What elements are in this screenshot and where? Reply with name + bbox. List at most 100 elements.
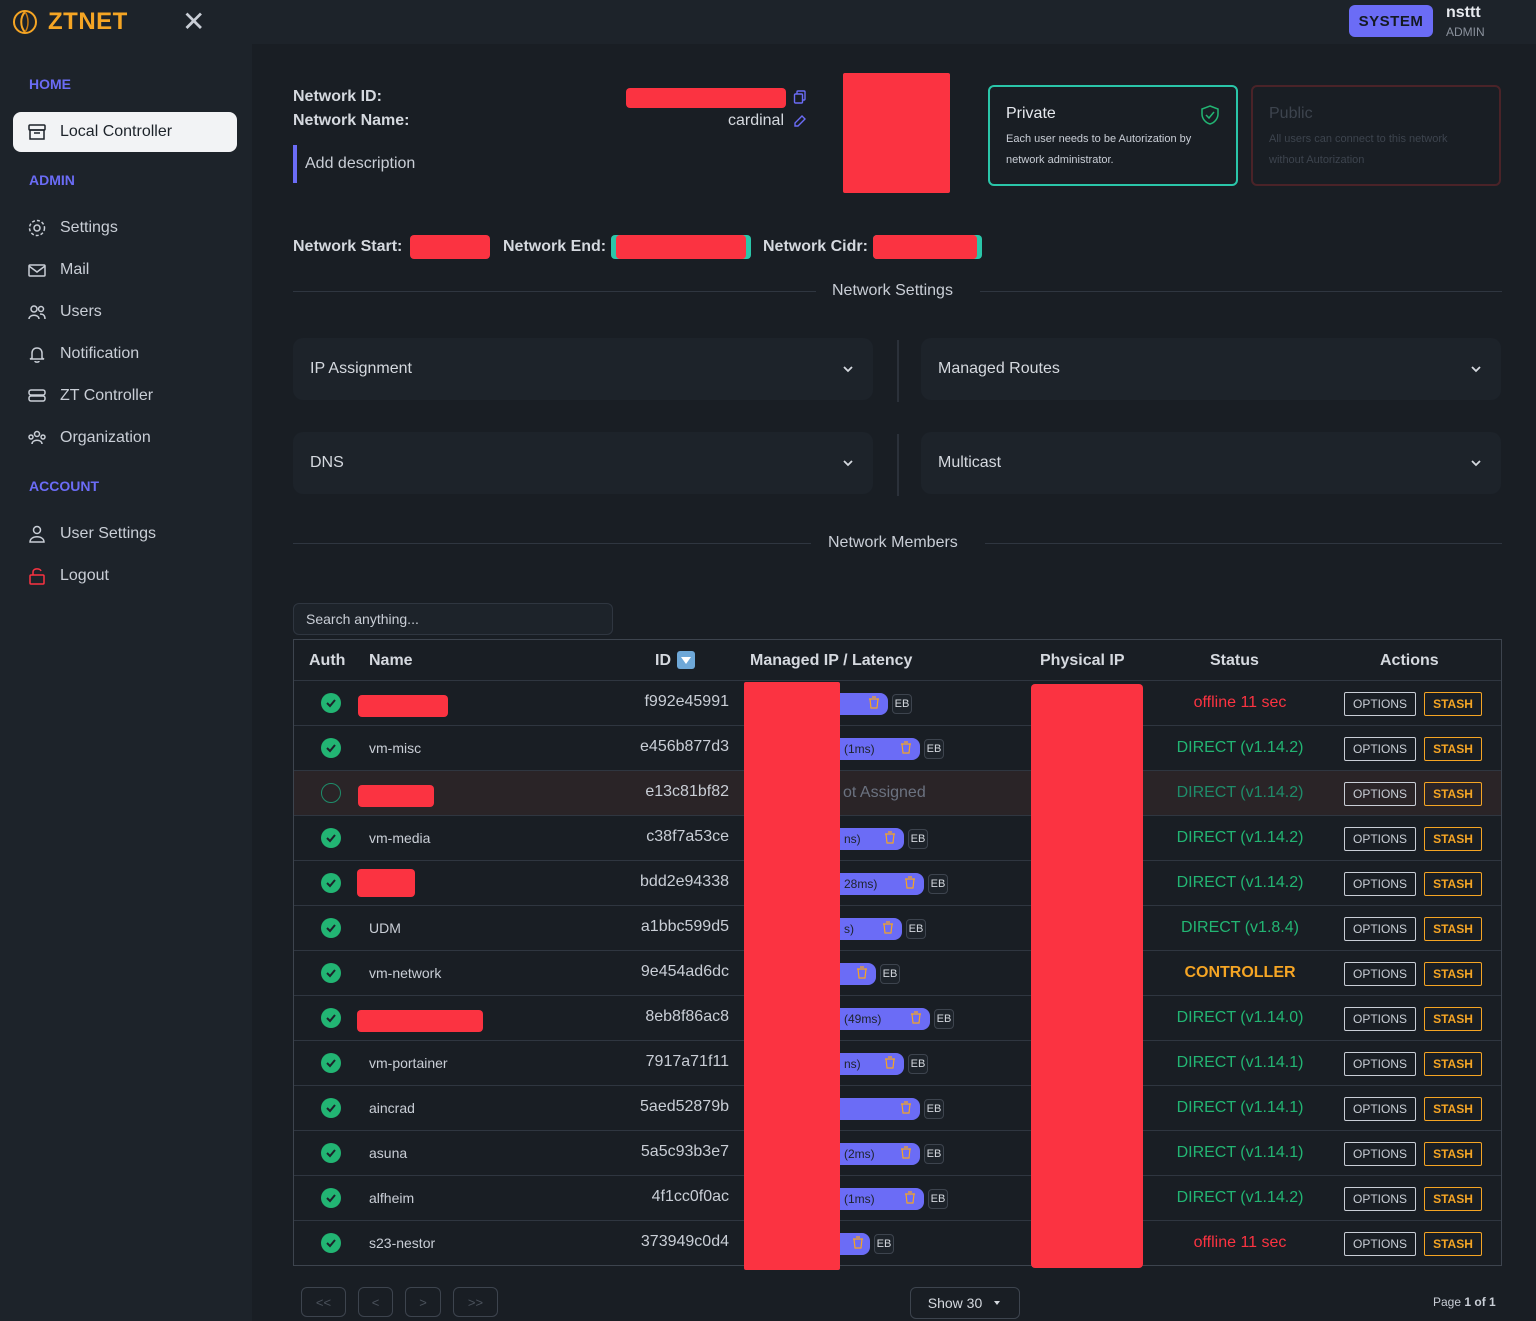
stash-button[interactable]: STASH	[1424, 1142, 1482, 1166]
eb-badge[interactable]: EB	[924, 1144, 944, 1164]
managed-ip-pill[interactable]: (1ms)	[840, 738, 920, 760]
header-id[interactable]: ID	[655, 652, 671, 669]
stash-button[interactable]: STASH	[1424, 962, 1482, 986]
managed-ip-pill[interactable]	[840, 1098, 920, 1120]
auth-checkbox-checked[interactable]	[321, 963, 341, 983]
dns-collapse[interactable]: DNS	[293, 432, 873, 494]
table-row[interactable]: e13c81bf82 ot Assigned DIRECT (v1.14.2) OPT…	[294, 770, 1501, 815]
user-name[interactable]: nsttt	[1446, 4, 1481, 21]
header-managed-ip[interactable]: Managed IP / Latency	[750, 652, 913, 669]
options-button[interactable]: OPTIONS	[1344, 962, 1416, 986]
member-name[interactable]: s23-nestor	[369, 1235, 436, 1251]
auth-checkbox-checked[interactable]	[321, 1233, 341, 1253]
copy-icon[interactable]	[793, 90, 807, 104]
stash-button[interactable]: STASH	[1424, 692, 1482, 716]
trash-icon[interactable]	[904, 1191, 916, 1207]
table-row[interactable]: 8eb8f86ac8 (49ms) EB DIRECT (v1.14.0) OPTION…	[294, 995, 1501, 1040]
eb-badge[interactable]: EB	[908, 829, 928, 849]
options-button[interactable]: OPTIONS	[1344, 737, 1416, 761]
member-name[interactable]: vm-misc	[369, 740, 422, 756]
page-size-select[interactable]: Show 30	[910, 1287, 1020, 1319]
add-description[interactable]: Add description	[305, 155, 416, 172]
auth-checkbox-checked[interactable]	[321, 873, 341, 893]
stash-button[interactable]: STASH	[1424, 917, 1482, 941]
managed-ip-pill[interactable]	[840, 693, 888, 715]
ip-assignment-collapse[interactable]: IP Assignment	[293, 338, 873, 400]
eb-badge[interactable]: EB	[924, 1099, 944, 1119]
eb-badge[interactable]: EB	[906, 919, 926, 939]
eb-badge[interactable]: EB	[934, 1009, 954, 1029]
auth-checkbox-checked[interactable]	[321, 1098, 341, 1118]
managed-ip-pill[interactable]: (2ms)	[840, 1143, 920, 1165]
prev-page-button[interactable]: <	[358, 1287, 393, 1317]
table-row[interactable]: vm-media c38f7a53ce ns) EB DIRECT (v1.14.2) O…	[294, 815, 1501, 860]
sidebar-item-users[interactable]: Users	[13, 292, 237, 332]
member-name[interactable]: aincrad	[369, 1100, 415, 1116]
managed-ip-pill[interactable]: ns)	[840, 828, 904, 850]
table-row[interactable]: aincrad 5aed52879b EB DIRECT (v1.14.1) OPTIO…	[294, 1085, 1501, 1130]
trash-icon[interactable]	[882, 921, 894, 937]
options-button[interactable]: OPTIONS	[1344, 872, 1416, 896]
header-name[interactable]: Name	[369, 652, 413, 669]
header-auth[interactable]: Auth	[309, 652, 346, 669]
sidebar-item-notification[interactable]: Notification	[13, 334, 237, 374]
auth-checkbox-unchecked[interactable]	[321, 783, 341, 803]
stash-button[interactable]: STASH	[1424, 827, 1482, 851]
multicast-collapse[interactable]: Multicast	[921, 432, 1501, 494]
last-page-button[interactable]: >>	[453, 1287, 498, 1317]
eb-badge[interactable]: EB	[874, 1234, 894, 1254]
stash-button[interactable]: STASH	[1424, 1187, 1482, 1211]
stash-button[interactable]: STASH	[1424, 1097, 1482, 1121]
auth-checkbox-checked[interactable]	[321, 738, 341, 758]
table-row[interactable]: vm-portainer 7917a71f11 ns) EB DIRECT (v1.14…	[294, 1040, 1501, 1085]
private-card[interactable]: Private Each user needs to be Autorizati…	[988, 85, 1238, 186]
header-physical-ip[interactable]: Physical IP	[1040, 652, 1125, 669]
managed-routes-collapse[interactable]: Managed Routes	[921, 338, 1501, 400]
options-button[interactable]: OPTIONS	[1344, 1187, 1416, 1211]
eb-badge[interactable]: EB	[908, 1054, 928, 1074]
auth-checkbox-checked[interactable]	[321, 828, 341, 848]
managed-ip-pill[interactable]: ns)	[840, 1053, 904, 1075]
stash-button[interactable]: STASH	[1424, 1232, 1482, 1256]
close-sidebar-icon[interactable]: ✕	[182, 6, 206, 37]
member-name[interactable]: asuna	[369, 1145, 408, 1161]
options-button[interactable]: OPTIONS	[1344, 782, 1416, 806]
options-button[interactable]: OPTIONS	[1344, 1097, 1416, 1121]
stash-button[interactable]: STASH	[1424, 1007, 1482, 1031]
header-status[interactable]: Status	[1210, 652, 1259, 669]
edit-icon[interactable]	[793, 114, 807, 128]
table-row[interactable]: alfheim 4f1cc0f0ac (1ms) EB DIRECT (v1.14.2)…	[294, 1175, 1501, 1220]
auth-checkbox-checked[interactable]	[321, 693, 341, 713]
auth-checkbox-checked[interactable]	[321, 918, 341, 938]
first-page-button[interactable]: <<	[301, 1287, 346, 1317]
trash-icon[interactable]	[900, 741, 912, 757]
auth-checkbox-checked[interactable]	[321, 1188, 341, 1208]
member-name[interactable]: vm-media	[369, 830, 431, 846]
options-button[interactable]: OPTIONS	[1344, 1142, 1416, 1166]
sidebar-item-user-settings[interactable]: User Settings	[13, 514, 237, 554]
trash-icon[interactable]	[900, 1101, 912, 1117]
trash-icon[interactable]	[868, 696, 880, 712]
search-input[interactable]: Search anything...	[293, 603, 613, 635]
stash-button[interactable]: STASH	[1424, 1052, 1482, 1076]
sidebar-item-logout[interactable]: Logout	[13, 556, 237, 596]
managed-ip-pill[interactable]: (49ms)	[840, 1008, 930, 1030]
member-name[interactable]: UDM	[369, 920, 401, 936]
member-name[interactable]: alfheim	[369, 1190, 415, 1206]
sidebar-item-local-controller[interactable]: Local Controller	[13, 112, 237, 152]
trash-icon[interactable]	[852, 1236, 864, 1252]
trash-icon[interactable]	[904, 876, 916, 892]
auth-checkbox-checked[interactable]	[321, 1008, 341, 1028]
table-row[interactable]: f992e45991 EB offline 11 sec OPTIONS STASH	[294, 680, 1501, 725]
options-button[interactable]: OPTIONS	[1344, 1232, 1416, 1256]
trash-icon[interactable]	[884, 1056, 896, 1072]
trash-icon[interactable]	[910, 1011, 922, 1027]
sidebar-item-mail[interactable]: Mail	[13, 250, 237, 290]
public-card[interactable]: Public All users can connect to this net…	[1251, 85, 1501, 186]
next-page-button[interactable]: >	[405, 1287, 441, 1317]
managed-ip-pill[interactable]	[840, 1233, 870, 1255]
table-row[interactable]: vm-network 9e454ad6dc EB CONTROLLER OPTIONS S…	[294, 950, 1501, 995]
managed-ip-pill[interactable]: 28ms)	[840, 873, 924, 895]
table-row[interactable]: s23-nestor 373949c0d4 EB offline 11 sec OPTI…	[294, 1220, 1501, 1265]
stash-button[interactable]: STASH	[1424, 782, 1482, 806]
